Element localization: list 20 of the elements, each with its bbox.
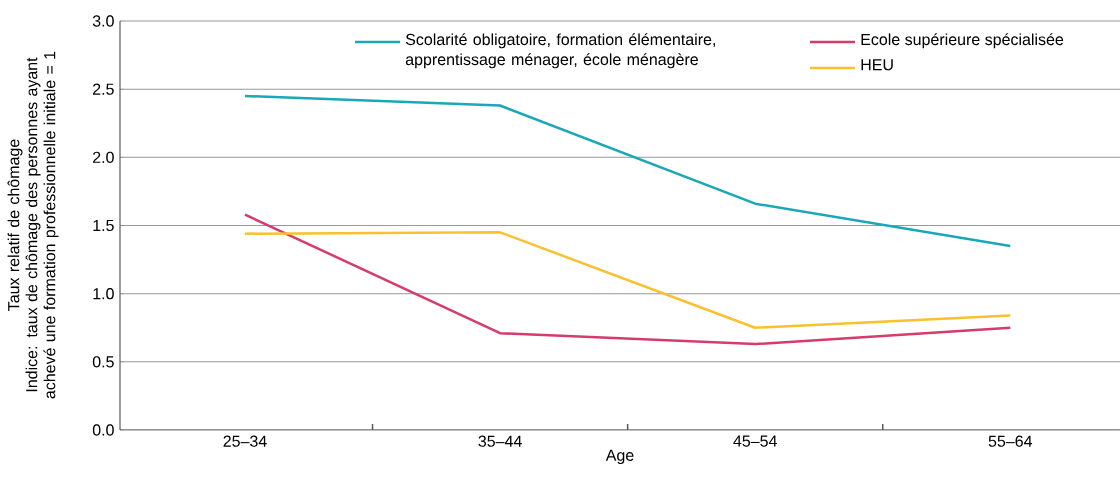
y-tick-label: 2.5 [93,83,114,95]
x-tick-label: 45–54 [733,435,777,447]
y-tick-label: 1.5 [93,219,114,232]
line-series [243,213,1012,346]
line-series [243,231,1012,329]
x-tick-label: 25–34 [223,435,267,447]
y-tick-label: 0.0 [92,424,114,436]
y-tick-label: 2.0 [93,151,114,163]
y-axis-title: Taux relatif de chômage [7,139,23,311]
legend-label: HEU [861,59,893,71]
y-tick-label: 0.5 [92,356,114,368]
text: Indice: taux de chômage des personnes ayant achevé une formation professionnelle initiale = 1 [25,51,59,399]
legend-label: Ecole supérieure spécialisée [861,33,1064,49]
x-axis-title: Age [605,449,634,465]
line-series [243,94,1012,248]
x-tick-label: 55–64 [988,435,1033,447]
y-tick-label: 3.0 [92,15,114,27]
legend-label: Scolarité obligatoire, formation élémentaire, apprentissage ménager, école ménagère [405,33,715,69]
y-tick-label: 1.0 [93,288,114,300]
x-tick-label: 35–44 [478,435,522,447]
